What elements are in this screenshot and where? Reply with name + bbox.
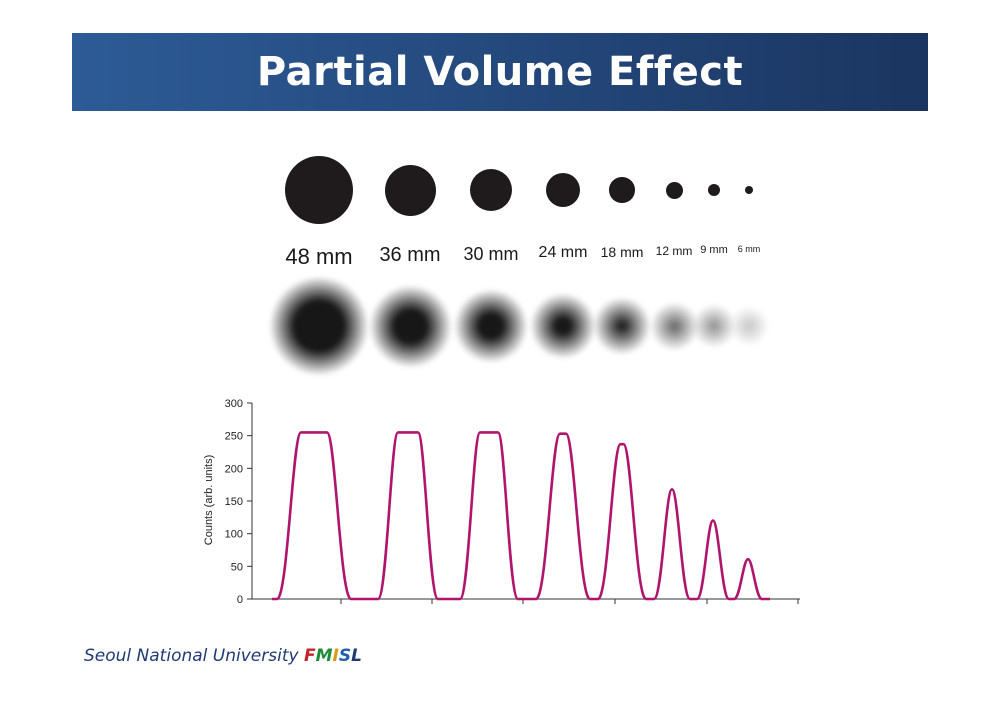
sphere-30mm [469, 168, 513, 212]
blurred-sphere-6mm [728, 305, 770, 347]
blurred-sphere-18mm [593, 297, 651, 355]
blurred-sphere-12mm [649, 301, 699, 351]
sphere-36mm [384, 164, 436, 216]
sphere-6mm [744, 185, 754, 195]
lab-acronym: FMISL [304, 646, 362, 666]
sphere-12mm [665, 181, 683, 199]
profile-curve [272, 431, 770, 601]
blurred-sphere-30mm [453, 288, 529, 364]
size-label-24mm: 24 mm [538, 244, 588, 261]
y-tick-label-0: 0 [237, 594, 243, 606]
sphere-48mm [285, 156, 353, 224]
acronym-letter-l: L [351, 646, 362, 666]
chart-axes [251, 403, 800, 600]
sphere-18mm [609, 177, 635, 203]
size-label-48mm: 48 mm [285, 244, 353, 269]
y-tick-label-300: 300 [225, 398, 243, 410]
slide-title: Partial Volume Effect [256, 49, 744, 95]
blurred-sphere-36mm [368, 284, 452, 368]
acronym-letter-s: S [338, 646, 352, 666]
sphere-9mm [707, 183, 721, 197]
size-label-12mm: 12 mm [655, 244, 693, 258]
title-banner: Partial Volume Effect [72, 33, 928, 111]
acronym-letter-m: M [315, 646, 333, 666]
y-axis-label: Counts (arb. units) [203, 455, 215, 545]
y-tick-label-250: 250 [225, 431, 243, 443]
size-label-9mm: 9 mm [700, 244, 728, 256]
acronym-letter-f: F [303, 646, 316, 666]
y-tick-label-200: 200 [225, 463, 243, 475]
size-label-6mm: 6 mm [737, 244, 761, 254]
acronym-letter-i: I [332, 646, 339, 666]
y-tick-label-100: 100 [225, 529, 243, 541]
sphere-24mm [546, 173, 580, 207]
footer-university: Seoul National University [84, 646, 304, 666]
blurred-sphere-24mm [530, 293, 596, 359]
size-label-36mm: 36 mm [379, 244, 441, 266]
size-label-18mm: 18 mm [600, 244, 644, 260]
y-tick-label-150: 150 [225, 496, 243, 508]
footer-credit: Seoul National University FMISL [84, 646, 362, 666]
size-label-30mm: 30 mm [463, 244, 519, 264]
blurred-sphere-48mm [269, 276, 369, 376]
y-tick-label-50: 50 [231, 561, 243, 573]
